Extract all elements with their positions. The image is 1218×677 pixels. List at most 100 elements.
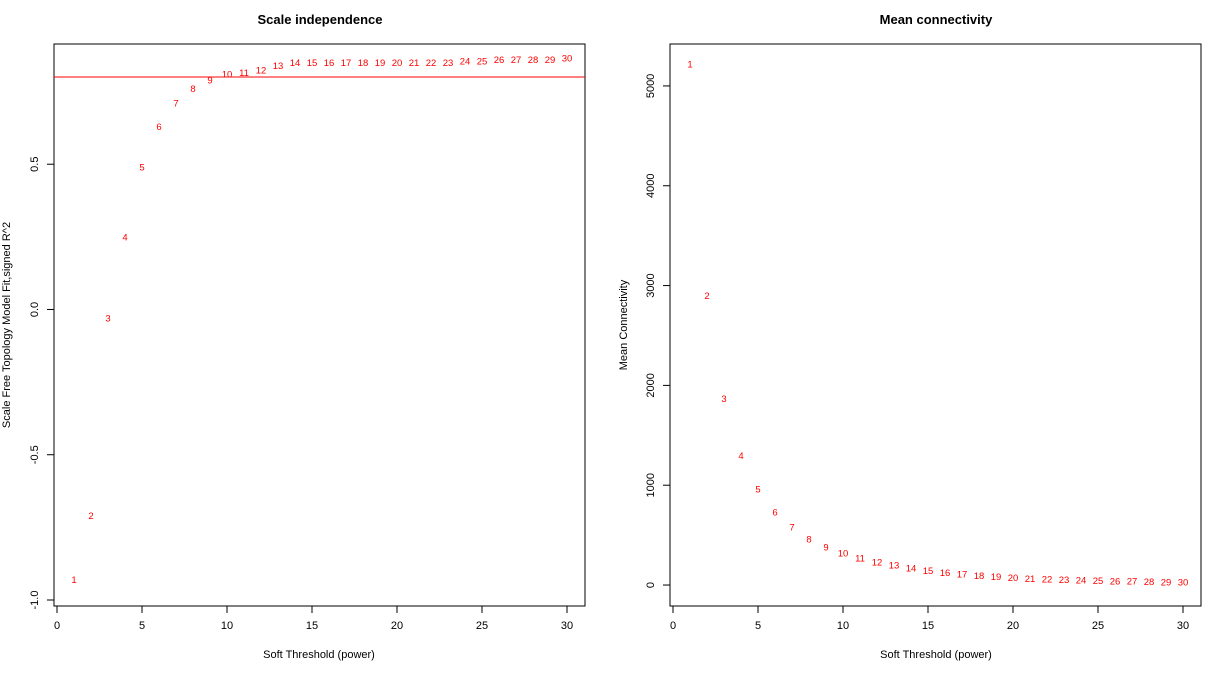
data-point: 4 xyxy=(122,232,127,243)
y-tick-label: 0.0 xyxy=(29,302,41,317)
x-tick-label: 25 xyxy=(1092,620,1104,632)
y-tick-label: 4000 xyxy=(645,174,657,198)
x-axis-label: Soft Threshold (power) xyxy=(263,649,375,661)
data-point: 8 xyxy=(806,535,811,546)
data-point: 26 xyxy=(494,55,505,66)
y-tick-label: 2000 xyxy=(645,373,657,397)
data-point: 17 xyxy=(957,570,968,581)
x-tick-label: 25 xyxy=(476,620,488,632)
data-point: 14 xyxy=(290,58,301,69)
y-tick-label: 3000 xyxy=(645,273,657,297)
y-axis: -1.0 -0.5 0.0 0.5 xyxy=(29,157,55,609)
x-axis: 0 5 10 15 20 25 30 xyxy=(670,605,1189,632)
scale-independence-panel: Scale independence 0 5 10 15 20 25 30 -1.0-0.5… xyxy=(1,12,586,661)
x-tick-label: 20 xyxy=(391,620,403,632)
data-point: 27 xyxy=(1127,577,1138,588)
data-point: 12 xyxy=(872,558,883,569)
data-point: 29 xyxy=(545,55,556,66)
data-point: 8 xyxy=(190,84,195,95)
data-point: 25 xyxy=(1093,576,1104,587)
data-point: 21 xyxy=(1025,574,1036,585)
data-point: 30 xyxy=(1178,578,1189,589)
y-tick-label: -0.5 xyxy=(29,445,41,464)
data-point: 13 xyxy=(273,61,284,72)
x-tick-label: 10 xyxy=(837,620,849,632)
x-tick-label: 15 xyxy=(922,620,934,632)
y-axis: 0 1000 2000 3000 4000 5000 xyxy=(645,74,671,588)
x-tick-label: 5 xyxy=(755,620,761,632)
data-point: 2 xyxy=(88,511,93,522)
data-point: 28 xyxy=(1144,577,1155,588)
data-point: 24 xyxy=(460,57,471,68)
data-point: 21 xyxy=(409,58,420,69)
data-point: 5 xyxy=(755,485,760,496)
y-axis-label: Scale Free Topology Model Fit,signed R^2 xyxy=(1,222,13,428)
data-point: 23 xyxy=(443,58,454,69)
data-point: 28 xyxy=(528,55,539,66)
y-axis-label: Mean Connectivity xyxy=(618,279,630,370)
data-point: 5 xyxy=(139,163,144,174)
data-point: 1 xyxy=(687,59,692,70)
data-point: 3 xyxy=(721,394,726,405)
x-tick-label: 30 xyxy=(1177,620,1189,632)
chart-title: Mean connectivity xyxy=(880,12,993,27)
data-point: 2 xyxy=(704,291,709,302)
mean-connectivity-panel: Mean connectivity 0 5 10 15 20 25 30 010002000… xyxy=(618,12,1202,661)
data-point: 22 xyxy=(426,58,437,69)
data-point: 12 xyxy=(256,65,267,76)
data-point: 6 xyxy=(772,508,777,519)
data-point: 30 xyxy=(562,54,573,65)
data-point: 29 xyxy=(1161,577,1172,588)
data-point: 10 xyxy=(838,549,849,560)
data-point: 20 xyxy=(392,58,403,69)
data-point: 19 xyxy=(375,58,386,69)
y-tick-label: 0.5 xyxy=(29,157,41,172)
data-point: 25 xyxy=(477,57,488,68)
data-point: 15 xyxy=(307,58,318,69)
data-point: 6 xyxy=(156,122,161,133)
data-point: 11 xyxy=(239,68,249,79)
y-tick-label: 0 xyxy=(645,582,657,588)
data-point: 3 xyxy=(105,314,110,325)
data-point: 9 xyxy=(823,543,828,554)
plot-frame xyxy=(669,43,1202,607)
x-axis-label: Soft Threshold (power) xyxy=(880,649,992,661)
data-point: 17 xyxy=(341,58,352,69)
x-tick-label: 10 xyxy=(221,620,233,632)
data-point: 16 xyxy=(940,568,951,579)
x-tick-label: 0 xyxy=(54,620,60,632)
data-point: 14 xyxy=(906,564,917,575)
data-point: 24 xyxy=(1076,576,1087,587)
data-point: 20 xyxy=(1008,573,1019,584)
data-point: 9 xyxy=(207,75,212,86)
y-tick-label: 5000 xyxy=(645,74,657,98)
data-point: 22 xyxy=(1042,575,1053,586)
x-tick-label: 30 xyxy=(561,620,573,632)
data-point: 19 xyxy=(991,572,1002,583)
data-point: 7 xyxy=(173,99,178,110)
x-tick-label: 5 xyxy=(139,620,145,632)
data-point: 23 xyxy=(1059,575,1070,586)
data-point: 16 xyxy=(324,58,335,69)
data-point: 10 xyxy=(222,70,233,81)
data-point: 1 xyxy=(71,575,76,586)
data-point: 4 xyxy=(738,451,743,462)
plot-frame xyxy=(53,43,586,607)
data-point: 11 xyxy=(855,554,865,565)
data-point: 15 xyxy=(923,566,934,577)
data-point: 13 xyxy=(889,561,900,572)
x-tick-label: 15 xyxy=(306,620,318,632)
data-point: 7 xyxy=(789,523,794,534)
data-point: 18 xyxy=(358,58,369,69)
x-axis: 0 5 10 15 20 25 30 xyxy=(54,605,573,632)
chart-title: Scale independence xyxy=(258,12,383,27)
data-point: 27 xyxy=(511,55,522,66)
data-point: 26 xyxy=(1110,577,1121,588)
y-tick-label: 1000 xyxy=(645,473,657,497)
x-tick-label: 0 xyxy=(670,620,676,632)
data-point: 18 xyxy=(974,571,985,582)
